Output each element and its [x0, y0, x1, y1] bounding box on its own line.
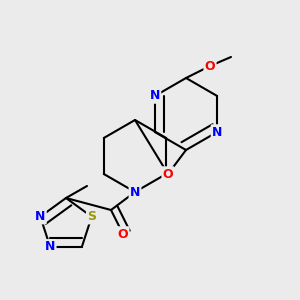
- Text: O: O: [163, 167, 173, 181]
- Text: O: O: [205, 59, 215, 73]
- Text: N: N: [130, 185, 140, 199]
- Text: N: N: [212, 125, 222, 139]
- Text: N: N: [35, 210, 46, 223]
- Text: N: N: [150, 89, 160, 103]
- Text: S: S: [87, 210, 96, 223]
- Text: N: N: [45, 240, 55, 253]
- Text: O: O: [118, 227, 128, 241]
